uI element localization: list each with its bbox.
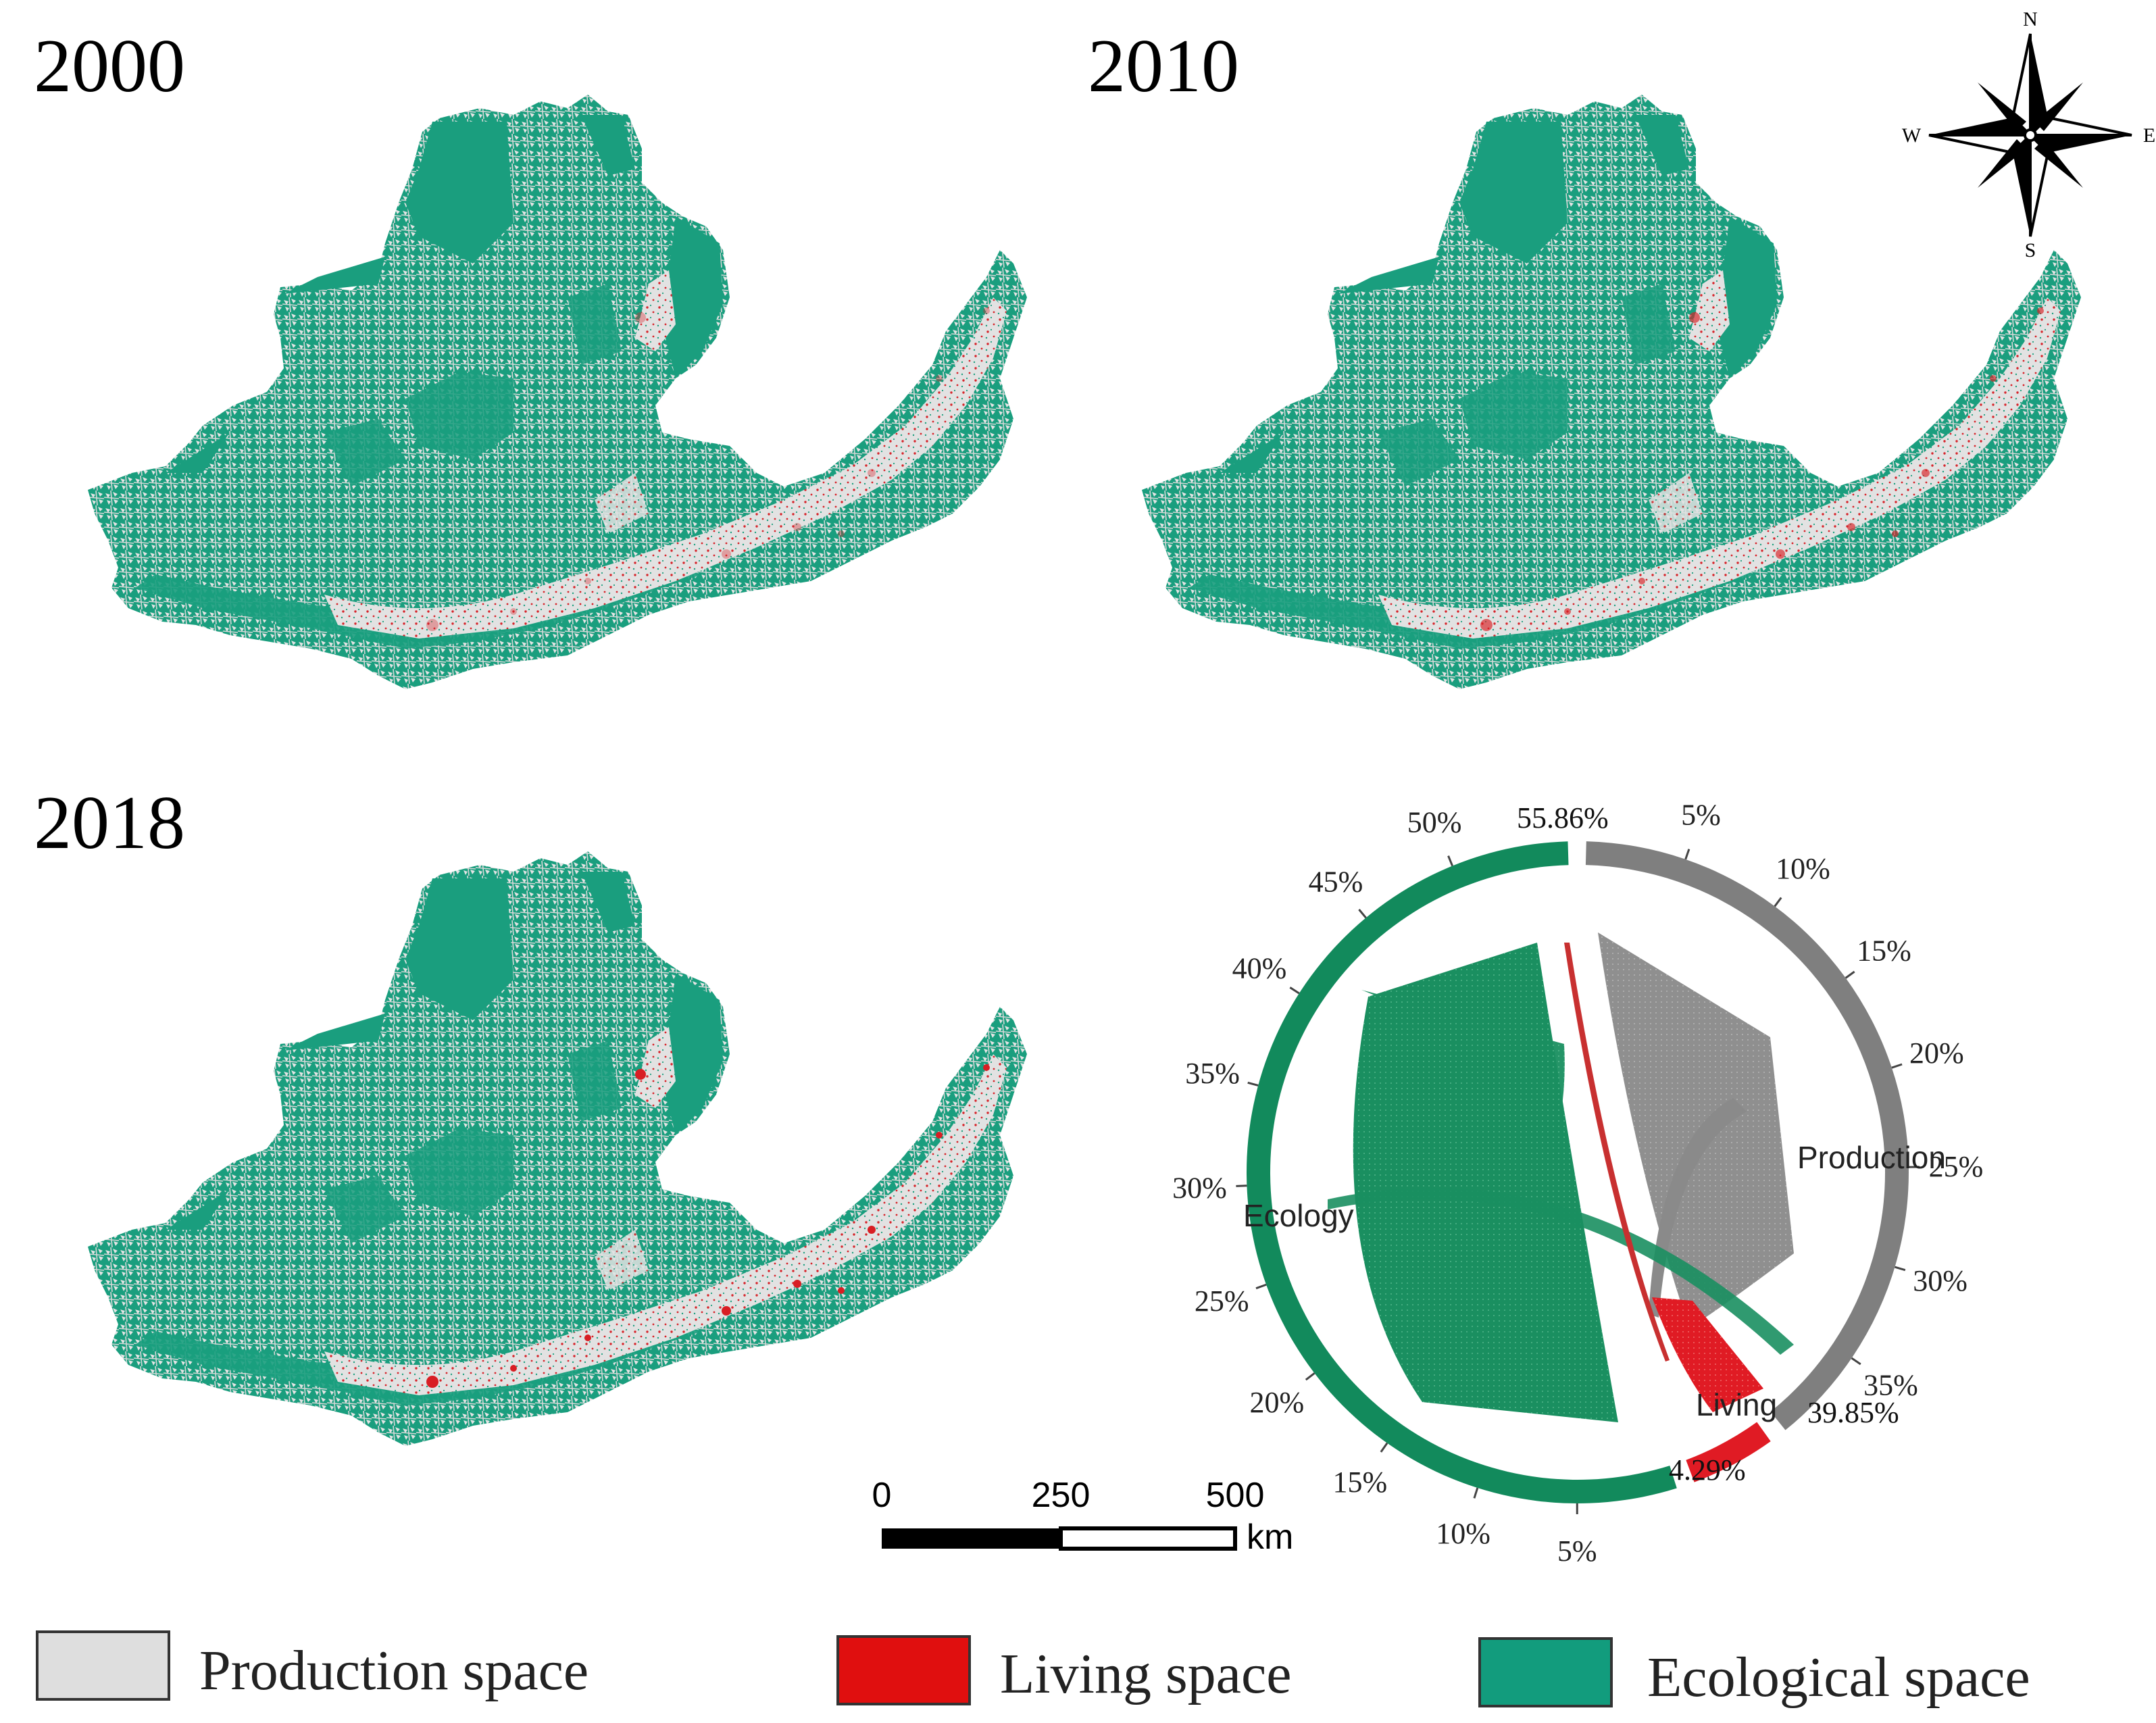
arc-living bbox=[1686, 1422, 1771, 1482]
region-map bbox=[1142, 95, 2081, 689]
legend-label: Ecological space bbox=[1647, 1646, 2030, 1709]
legend-item-ecological: Ecological space bbox=[1478, 1637, 2030, 1709]
chord-arcs bbox=[1246, 841, 1909, 1503]
share-label-living: 4.29% bbox=[1669, 1453, 1746, 1487]
scale-unit: km bbox=[1247, 1518, 1293, 1557]
tick-label-ecology: 15% bbox=[1332, 1466, 1387, 1499]
ribbon-production-self bbox=[1598, 932, 1794, 1328]
map-panel-2018: 2018 bbox=[34, 781, 1027, 1446]
tick-label-production: 25% bbox=[1929, 1150, 1984, 1183]
chord-ticks: 5% 10% 15% 20% 25% 30% 35% 5% 10% 15% 20% 25% 30% 35%… bbox=[1172, 799, 1983, 1568]
tick-mark bbox=[1895, 1266, 1906, 1272]
tick-mark bbox=[1473, 1487, 1479, 1499]
group-label-living: Living bbox=[1696, 1387, 1777, 1422]
legend: Production space Living space Ecological… bbox=[36, 1630, 2030, 1709]
tick-label-ecology: 35% bbox=[1185, 1057, 1240, 1090]
scale-tick-250: 250 bbox=[1032, 1476, 1090, 1515]
share-label-ecology: 55.86% bbox=[1517, 801, 1609, 834]
map-year-label: 2000 bbox=[34, 24, 185, 108]
group-label-ecology: Ecology bbox=[1243, 1198, 1354, 1233]
scale-tick-0: 0 bbox=[872, 1476, 892, 1515]
tick-mark bbox=[1247, 1081, 1259, 1087]
tick-label-ecology: 5% bbox=[1557, 1534, 1597, 1568]
tick-label-ecology: 20% bbox=[1250, 1386, 1305, 1419]
tick-mark bbox=[1236, 1184, 1247, 1187]
tick-label-ecology: 45% bbox=[1309, 865, 1363, 898]
tick-label-ecology: 40% bbox=[1232, 951, 1287, 984]
tick-label-production: 10% bbox=[1776, 852, 1830, 885]
compass-south-label: S bbox=[2025, 239, 2036, 261]
map-year-label: 2018 bbox=[34, 781, 185, 865]
region-map bbox=[88, 851, 1027, 1446]
tick-mark bbox=[1289, 987, 1300, 995]
map-year-label: 2010 bbox=[1088, 24, 1239, 108]
tick-label-ecology: 25% bbox=[1195, 1284, 1249, 1318]
legend-item-living: Living space bbox=[836, 1635, 1292, 1705]
legend-item-production: Production space bbox=[36, 1630, 588, 1702]
region-map bbox=[88, 95, 1027, 689]
legend-label: Living space bbox=[1000, 1643, 1292, 1705]
tick-mark bbox=[1305, 1372, 1315, 1381]
tick-label-ecology: 50% bbox=[1407, 806, 1462, 839]
tick-mark bbox=[1774, 897, 1782, 907]
tick-mark bbox=[1684, 849, 1690, 860]
scale-tick-500: 500 bbox=[1206, 1476, 1265, 1515]
group-label-production: Production bbox=[1797, 1140, 1946, 1175]
ribbon-ecology-main bbox=[1353, 943, 1618, 1422]
tick-label-production: 30% bbox=[1913, 1264, 1967, 1297]
legend-swatch bbox=[36, 1630, 170, 1701]
ribbon-living bbox=[1652, 1297, 1763, 1412]
scale-segment-dark bbox=[882, 1528, 1061, 1549]
tick-mark bbox=[1891, 1063, 1903, 1069]
tick-label-ecology: 10% bbox=[1436, 1517, 1490, 1550]
chord-ribbons bbox=[1328, 932, 1794, 1422]
tick-mark bbox=[1358, 909, 1367, 919]
north-arrow: N S E W bbox=[1902, 8, 2155, 261]
compass-rose-icon bbox=[1928, 33, 2132, 237]
map-panel-2010: 2010 bbox=[1088, 24, 2081, 689]
ribbon-ecology-living-thin bbox=[1564, 943, 1670, 1362]
compass-north-label: N bbox=[2023, 8, 2038, 30]
legend-swatch bbox=[1478, 1637, 1613, 1707]
legend-label: Production space bbox=[199, 1639, 588, 1702]
scale-segment-light bbox=[1059, 1526, 1237, 1551]
tick-label-production: 5% bbox=[1681, 799, 1721, 832]
tick-mark bbox=[1845, 970, 1855, 979]
legend-swatch bbox=[836, 1635, 971, 1705]
share-label-production: 39.85% bbox=[1807, 1396, 1899, 1429]
tick-label-production: 20% bbox=[1909, 1037, 1964, 1070]
tick-mark bbox=[1380, 1442, 1388, 1453]
scale-bar: 0 250 500 km bbox=[872, 1476, 1294, 1557]
compass-west-label: W bbox=[1902, 124, 1922, 147]
tick-label-production: 15% bbox=[1857, 934, 1911, 967]
tick-mark bbox=[1851, 1357, 1861, 1366]
compass-east-label: E bbox=[2143, 124, 2155, 147]
ribbon-production-living bbox=[1649, 1098, 1747, 1318]
map-panel-2000: 2000 bbox=[34, 24, 1027, 689]
tick-label-ecology: 30% bbox=[1172, 1172, 1227, 1205]
tick-mark bbox=[1255, 1283, 1267, 1290]
tick-label-production: 35% bbox=[1863, 1368, 1918, 1401]
tick-mark bbox=[1447, 855, 1453, 866]
chord-diagram: 5% 10% 15% 20% 25% 30% 35% 5% 10% 15% 20% 25% 30% 35%… bbox=[1172, 799, 1983, 1568]
arc-production bbox=[1585, 841, 1909, 1430]
